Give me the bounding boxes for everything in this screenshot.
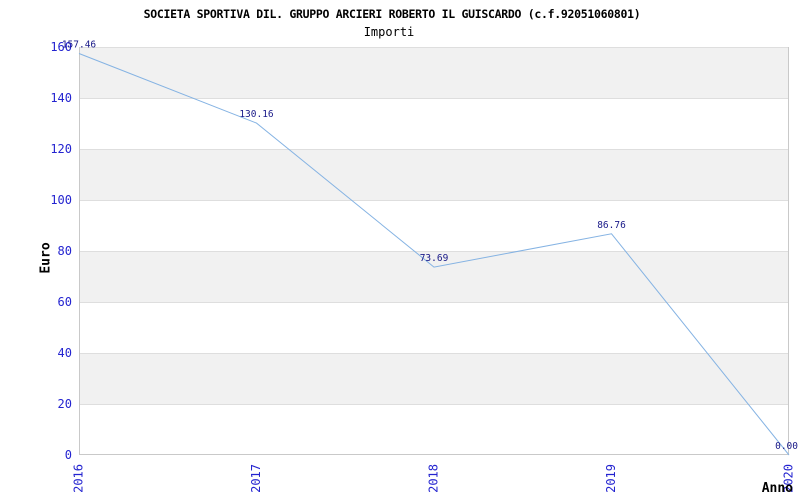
- y-tick-label: 40: [58, 346, 72, 360]
- x-tick-label: 2017: [249, 464, 263, 493]
- grid-band: [79, 47, 789, 98]
- x-tick-label: 2019: [604, 464, 618, 493]
- x-tick-label: 2020: [782, 464, 796, 493]
- y-tick-label: 80: [58, 244, 72, 258]
- grid-band: [79, 353, 789, 404]
- x-axis-label: Anno: [761, 481, 793, 496]
- y-tick-label: 140: [50, 91, 72, 105]
- y-tick-label: 120: [50, 142, 72, 156]
- data-point-label: 130.16: [239, 109, 274, 120]
- y-axis-label: Euro: [38, 242, 54, 274]
- y-tick-label: 20: [58, 397, 72, 411]
- data-point-label: 157.46: [62, 39, 97, 50]
- data-point-label: 73.69: [420, 253, 449, 264]
- y-tick-label: 100: [50, 193, 72, 207]
- chart-subtitle: Importi: [363, 25, 415, 39]
- y-tick-label: 160: [50, 40, 72, 54]
- grid-band: [79, 149, 789, 200]
- data-point-label: 0.00: [775, 441, 798, 452]
- x-tick-label: 2016: [72, 464, 86, 493]
- grid-band: [79, 251, 789, 302]
- data-point-label: 86.76: [597, 220, 626, 231]
- x-tick-label: 2018: [427, 464, 441, 493]
- chart-title: SOCIETA SPORTIVA DIL. GRUPPO ARCIERI ROB…: [143, 7, 641, 21]
- y-tick-label: 0: [65, 448, 72, 462]
- y-tick-label: 60: [58, 295, 72, 309]
- data-line: [78, 53, 790, 456]
